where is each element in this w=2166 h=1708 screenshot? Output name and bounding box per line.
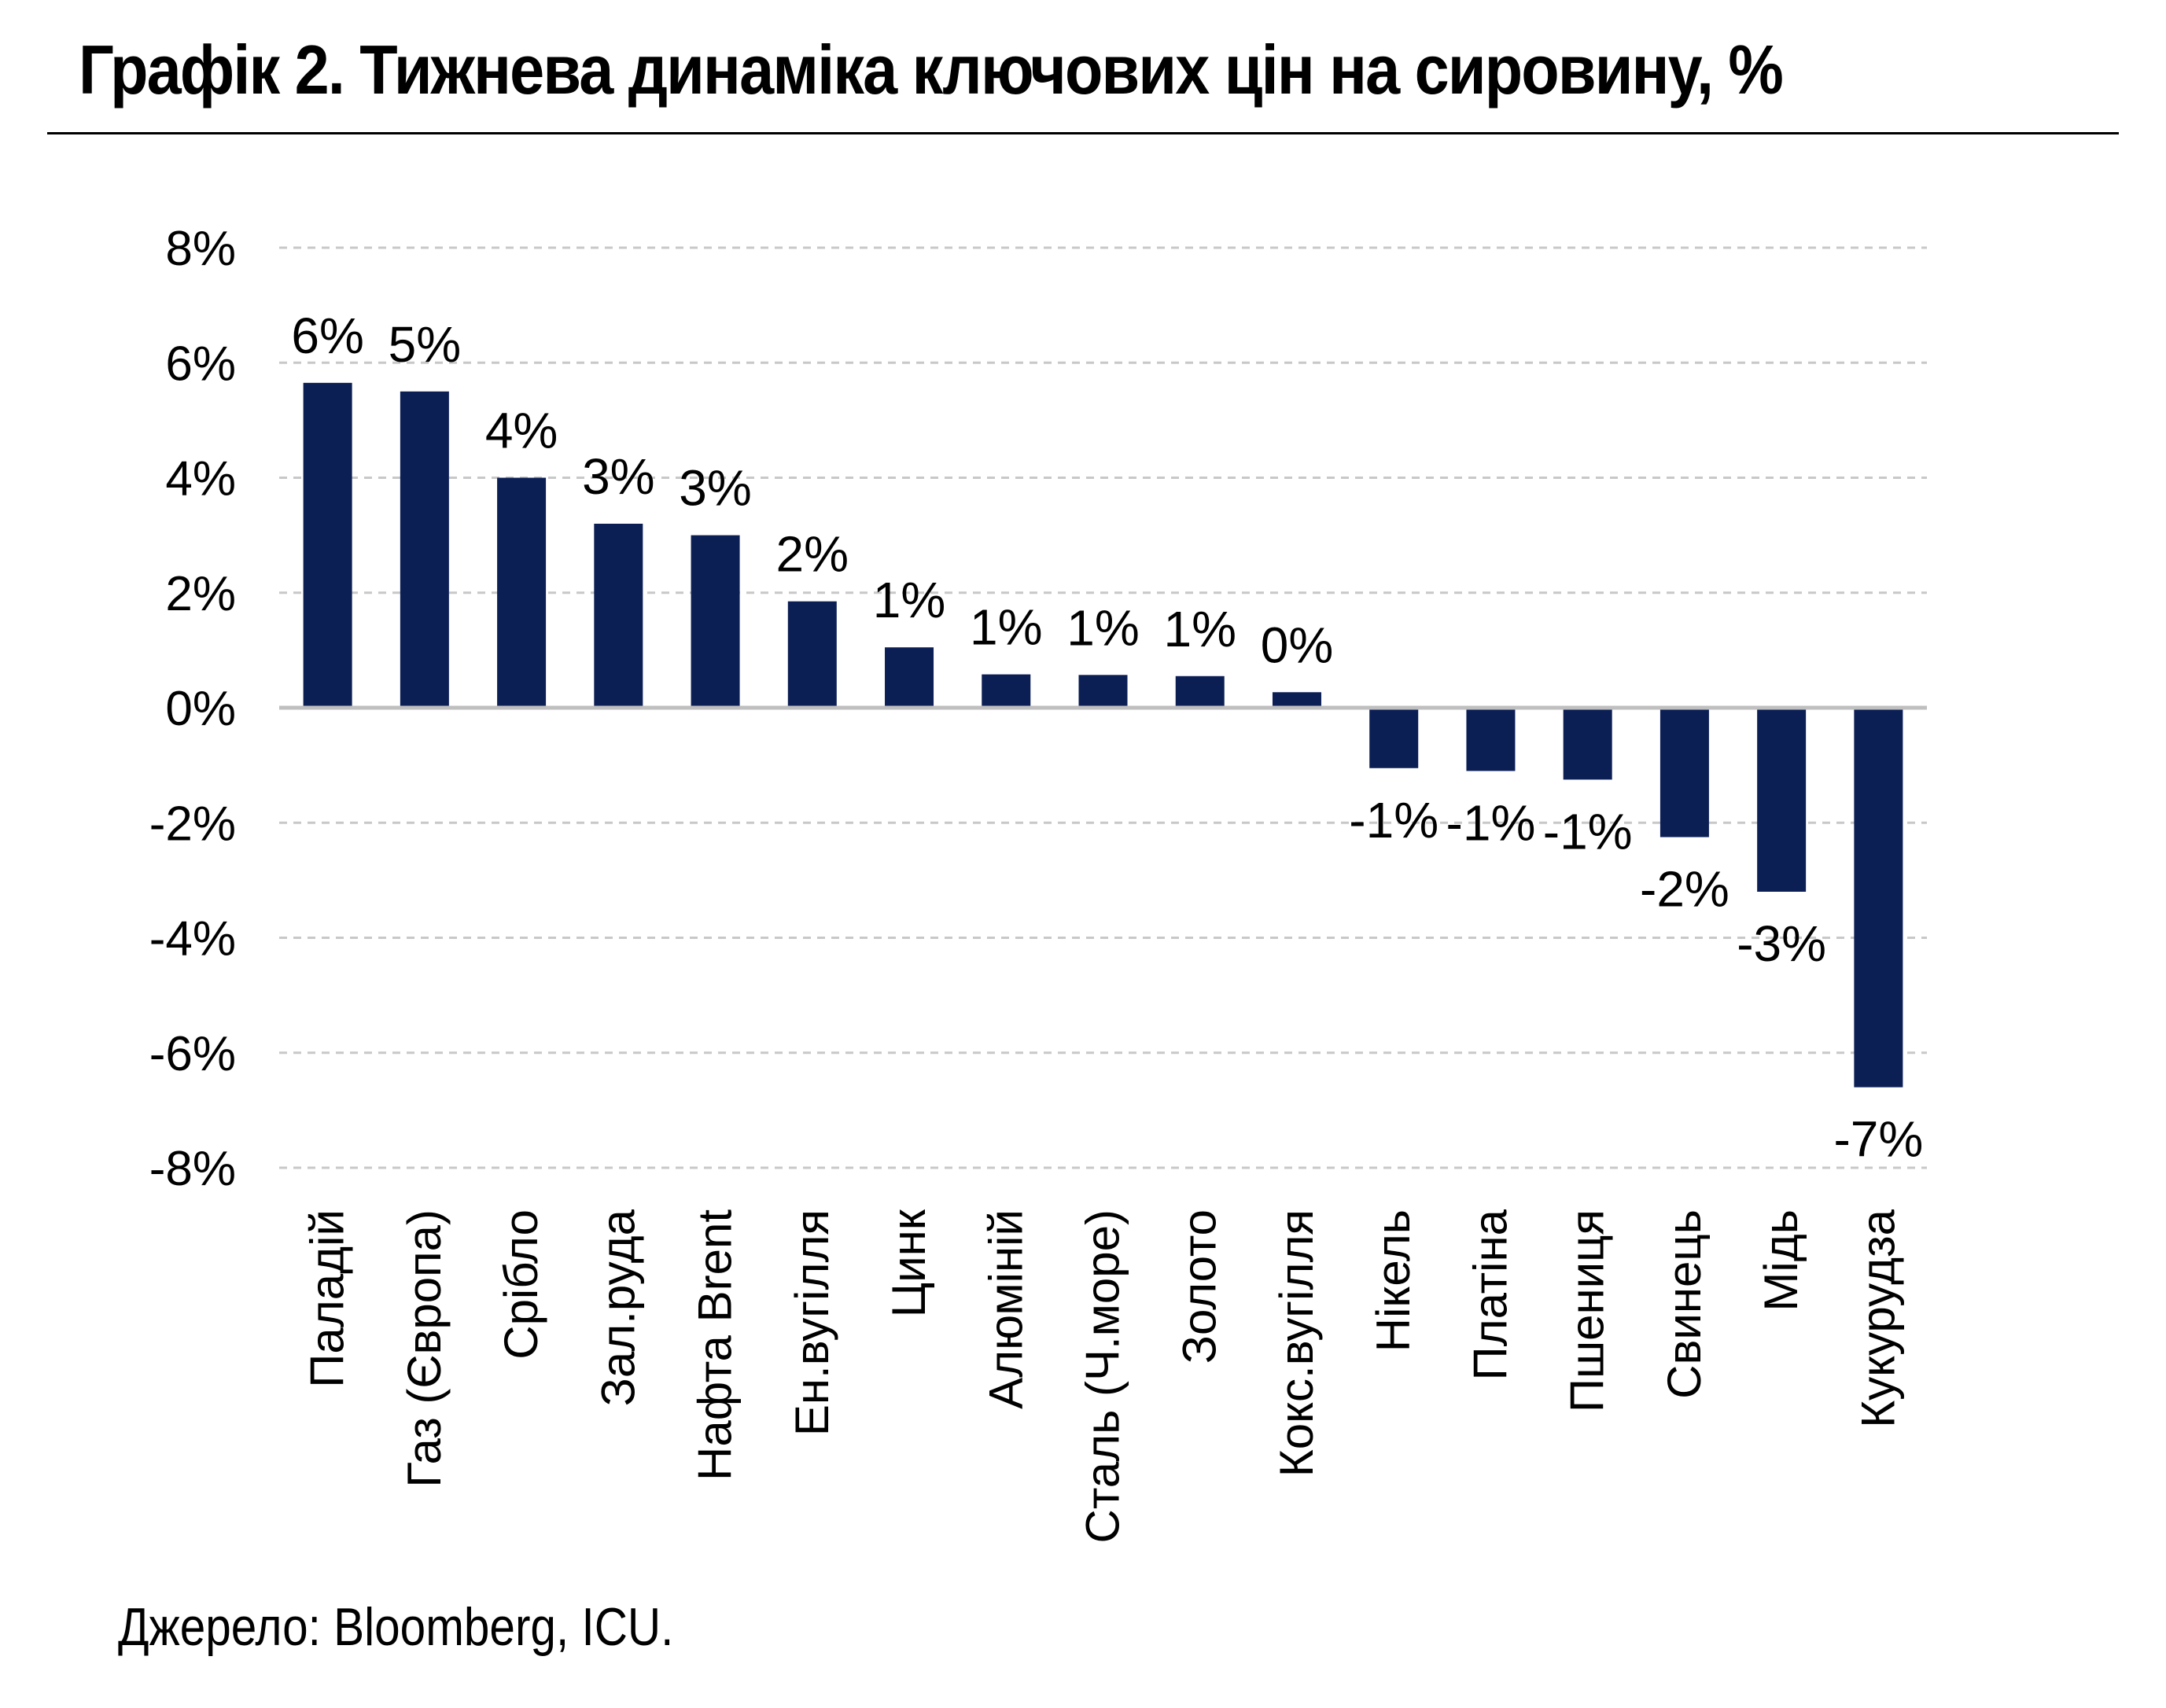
category-label: Мідь	[1755, 1209, 1807, 1312]
bar	[885, 647, 934, 708]
category-label: Алюміній	[979, 1209, 1032, 1409]
bar	[1369, 708, 1419, 768]
category-label: Нікель	[1367, 1209, 1420, 1352]
data-label: 0%	[1261, 617, 1334, 673]
category-label: Ен.вугілля	[786, 1209, 838, 1436]
y-tick-label: -8%	[149, 1142, 236, 1196]
source-note: Джерело: Bloomberg, ICU.	[118, 1597, 674, 1657]
data-label: 6%	[291, 307, 364, 364]
data-label: 1%	[970, 599, 1043, 656]
y-tick-label: 8%	[165, 222, 236, 276]
data-label: -1%	[1446, 794, 1536, 851]
bar	[1175, 675, 1225, 708]
category-label: Пшениця	[1561, 1209, 1614, 1412]
bar	[1757, 708, 1807, 892]
y-tick-label: 6%	[165, 337, 236, 391]
bar	[594, 524, 643, 708]
y-tick-label: -6%	[149, 1027, 236, 1081]
title-underline	[47, 132, 2119, 134]
data-label: 5%	[389, 316, 462, 373]
data-label: 3%	[582, 448, 655, 505]
data-label: 1%	[1066, 599, 1140, 656]
bar	[1659, 708, 1709, 837]
bar	[1272, 692, 1321, 708]
bar	[1078, 675, 1128, 708]
data-label: -7%	[1833, 1111, 1923, 1168]
bar	[497, 477, 547, 708]
chart-title: Графік 2. Тижнева динаміка ключових цін …	[79, 31, 1784, 109]
data-label: 4%	[485, 403, 558, 459]
category-label: Золото	[1173, 1209, 1226, 1364]
category-label: Зал.руда	[591, 1209, 644, 1406]
category-label: Газ (Європа)	[398, 1209, 451, 1488]
bar	[1563, 708, 1612, 780]
category-label: Сталь (Ч.море)	[1077, 1209, 1129, 1543]
y-tick-label: -4%	[149, 912, 236, 966]
data-label: -2%	[1640, 861, 1729, 918]
category-label: Платіна	[1464, 1209, 1516, 1380]
y-tick-label: 0%	[165, 682, 236, 736]
data-label: -1%	[1349, 792, 1438, 848]
category-label: Цинк	[882, 1209, 935, 1317]
bar	[1466, 708, 1516, 771]
category-label: Паладій	[301, 1209, 354, 1388]
y-tick-label: -2%	[149, 797, 236, 851]
data-label: -1%	[1543, 803, 1633, 860]
bars	[303, 382, 1903, 1088]
y-axis-ticks: 8% 6% 4% 2% 0% -2% -4% -6% -8%	[149, 222, 236, 1196]
category-label: Срібло	[495, 1209, 547, 1360]
y-tick-label: 2%	[165, 567, 236, 621]
category-label: Нафта Brent	[689, 1209, 742, 1481]
bar	[982, 674, 1031, 708]
data-label: 3%	[679, 460, 752, 517]
bar	[691, 535, 740, 708]
bar	[1854, 708, 1903, 1088]
category-label: Кокс.вугілля	[1270, 1209, 1323, 1477]
category-label: Кукурудза	[1851, 1209, 1904, 1427]
data-label: -3%	[1737, 915, 1826, 972]
data-label: 2%	[776, 526, 849, 583]
y-tick-label: 4%	[165, 452, 236, 506]
data-labels: 6% 5%4%3% 3%2%1% 1% 1% 1% 0%-1% -1% -1%-2%-3%-7%	[291, 307, 1923, 1168]
bar	[303, 382, 352, 708]
data-label: 1%	[873, 572, 946, 628]
bar	[787, 601, 837, 708]
gridlines	[279, 246, 1927, 1169]
category-label: Свинець	[1658, 1209, 1711, 1399]
data-label: 1%	[1163, 601, 1236, 657]
category-labels: Паладій Газ (Європа) Срібло Зал.руда Нафта B…	[301, 1209, 1905, 1543]
bar	[400, 391, 449, 708]
